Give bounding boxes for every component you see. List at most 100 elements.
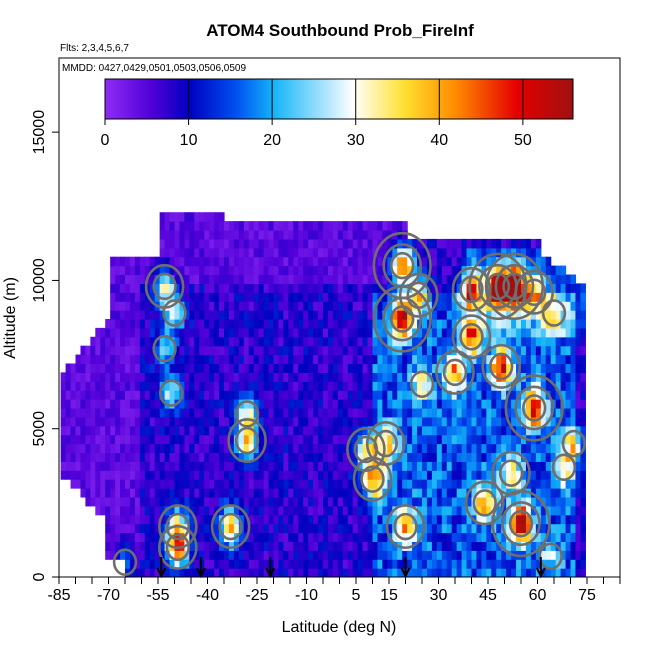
heatmap-cell (501, 452, 507, 462)
heatmap-cell (491, 550, 497, 560)
heatmap-cell (575, 345, 581, 356)
heatmap-cell (100, 345, 106, 356)
heatmap-cell (273, 523, 280, 534)
heatmap-cell (283, 452, 289, 462)
heatmap-cell (248, 292, 255, 302)
heatmap-cell (278, 479, 284, 489)
heatmap-cell (253, 425, 260, 436)
heatmap-cell (293, 523, 299, 534)
heatmap-cell (496, 568, 502, 577)
heatmap-cell (342, 541, 349, 551)
heatmap-cell (347, 301, 354, 311)
heatmap-cell (129, 354, 136, 365)
heatmap-cell (258, 514, 265, 525)
heatmap-cell (332, 238, 339, 249)
heatmap-cell (214, 479, 220, 489)
heatmap-cell (511, 461, 517, 471)
heatmap-cell (347, 256, 354, 267)
heatmap-cell (115, 532, 121, 543)
heatmap-cell (357, 247, 364, 258)
heatmap-cell (511, 265, 517, 276)
heatmap-cell (95, 488, 101, 498)
contour-ring (522, 394, 547, 422)
heatmap-cell (174, 407, 181, 418)
heatmap-cell (377, 514, 383, 525)
heatmap-cell (476, 425, 482, 436)
heatmap-cell (268, 247, 275, 258)
heatmap-cell (496, 407, 502, 418)
heatmap-cell (555, 443, 562, 454)
heatmap-cell (352, 416, 359, 427)
heatmap-cell (431, 541, 438, 551)
heatmap-cell (417, 247, 423, 258)
x-tick-label: -70 (97, 587, 120, 604)
heatmap-cell (238, 532, 245, 543)
heatmap-cell (540, 479, 547, 489)
heatmap-cell (476, 443, 482, 454)
heatmap-cell (129, 479, 136, 489)
heatmap-cell (209, 274, 215, 284)
heatmap-cell (337, 461, 344, 471)
heatmap-cell (431, 327, 438, 338)
heatmap-cell (248, 247, 255, 258)
heatmap-cell (288, 318, 294, 329)
heatmap-cell (575, 568, 581, 577)
heatmap-cell (258, 310, 265, 320)
heatmap-cell (268, 381, 275, 391)
heatmap-cell (120, 354, 126, 365)
heatmap-cell (540, 390, 547, 400)
heatmap-cell (228, 238, 235, 249)
heatmap-cell (565, 425, 572, 436)
heatmap-cell (164, 310, 171, 320)
heatmap-cell (139, 425, 146, 436)
heatmap-cell (199, 283, 205, 293)
heatmap-cell (263, 452, 270, 462)
heatmap-cell (204, 541, 210, 551)
heatmap-cell (516, 372, 522, 382)
heatmap-cell (575, 443, 581, 454)
heatmap-cell (80, 345, 86, 356)
heatmap-cell (243, 496, 250, 507)
heatmap-cell (417, 336, 423, 347)
heatmap-cell (248, 372, 255, 382)
heatmap-cell (199, 514, 205, 525)
heatmap-cell (273, 301, 280, 311)
heatmap-cell (120, 327, 126, 338)
heatmap-cell (397, 381, 403, 391)
heatmap-cell (139, 559, 146, 569)
heatmap-cell (233, 318, 240, 329)
heatmap-cell (357, 514, 364, 525)
heatmap-cell (521, 523, 527, 534)
contour-ring (112, 548, 138, 576)
heatmap-cell (209, 345, 215, 356)
heatmap-cell (461, 407, 468, 418)
heatmap-cell (580, 390, 586, 400)
heatmap-cell (426, 568, 433, 577)
heatmap-cell (382, 381, 388, 391)
heatmap-cell (189, 283, 195, 293)
heatmap-cell (332, 265, 339, 276)
heatmap-cell (189, 336, 195, 347)
heatmap-cell (293, 532, 299, 543)
heatmap-cell (125, 452, 131, 462)
heatmap-cell (154, 550, 161, 560)
heatmap-cell (367, 318, 374, 329)
heatmap-cell (501, 425, 507, 436)
heatmap-cell (372, 292, 379, 302)
heatmap-cell (273, 479, 280, 489)
heatmap-cell (224, 301, 230, 311)
heatmap-cell (496, 345, 502, 356)
heatmap-cell (327, 256, 334, 267)
heatmap-cell (243, 488, 250, 498)
heatmap-cell (179, 505, 185, 516)
heatmap-cell (550, 505, 557, 516)
heatmap-cell (431, 461, 438, 471)
heatmap-cell (555, 345, 562, 356)
heatmap-cell (154, 505, 161, 516)
heatmap-cell (570, 345, 577, 356)
heatmap-cell (357, 381, 364, 391)
heatmap-cell (129, 461, 136, 471)
heatmap-cell (308, 452, 314, 462)
heatmap-cell (253, 247, 260, 258)
heatmap-cell (540, 425, 547, 436)
